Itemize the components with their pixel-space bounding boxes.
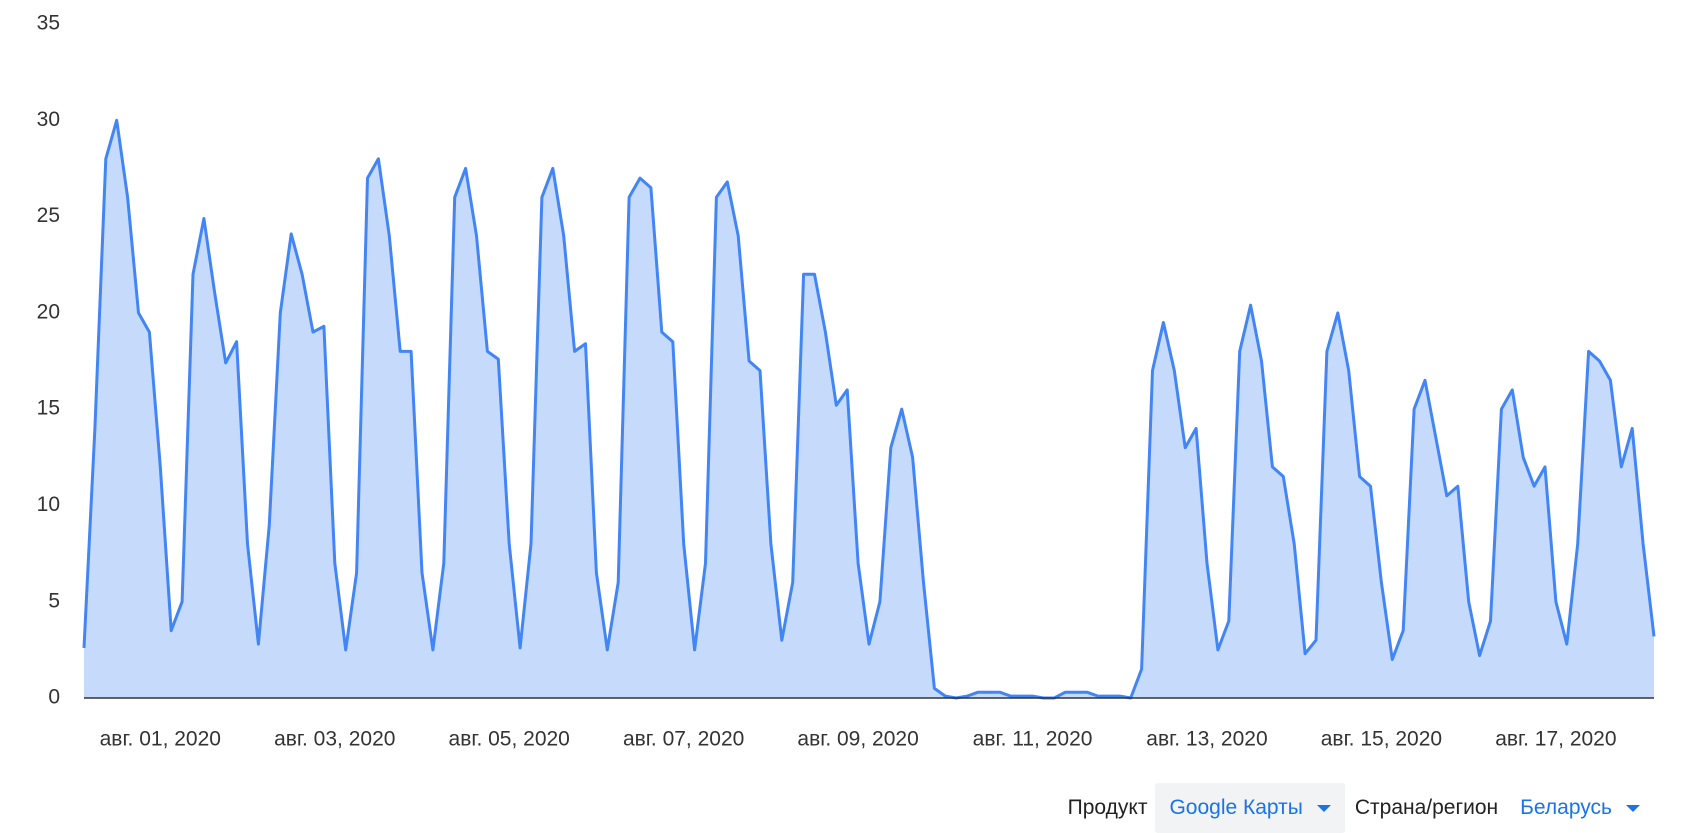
caret	[1316, 804, 1331, 812]
y-tick-label: 25	[37, 204, 60, 227]
region-dropdown[interactable]: Беларусь	[1506, 783, 1654, 833]
y-tick-label: 0	[48, 686, 60, 709]
y-tick-label: 20	[37, 300, 60, 323]
filter-label: Страна/регион	[1354, 796, 1499, 819]
y-tick-label: 30	[37, 108, 60, 131]
filter-label: Продукт	[1067, 796, 1148, 819]
product-dropdown[interactable]: Google Карты	[1155, 783, 1345, 833]
x-tick-label: авг. 07, 2020	[623, 728, 744, 751]
x-tick-label: авг. 09, 2020	[797, 728, 918, 751]
y-tick-label: 5	[48, 589, 60, 612]
x-tick-label: авг. 17, 2020	[1495, 728, 1616, 751]
x-tick-label: авг. 11, 2020	[973, 728, 1093, 751]
area-fill	[84, 120, 1654, 699]
line	[82, 118, 1656, 700]
x-tick-label: авг. 01, 2020	[100, 728, 221, 751]
filter-bar: Продукт Google Карты Страна/регион Белар…	[0, 783, 1654, 833]
x-tick-label: авг. 05, 2020	[449, 728, 570, 751]
caret	[1626, 804, 1640, 812]
y-tick-label: 10	[37, 493, 60, 516]
y-tick-label: 15	[37, 397, 60, 420]
x-tick-label: авг. 15, 2020	[1321, 728, 1442, 751]
x-tick-label: авг. 03, 2020	[274, 728, 395, 751]
x-tick-label: авг. 13, 2020	[1146, 728, 1267, 751]
dropdown-value: Google Карты	[1169, 796, 1303, 819]
dropdown-value: Беларусь	[1520, 796, 1612, 819]
y-tick-label: 35	[37, 12, 60, 35]
chart: 0 5 10 15 20 25 30 35 авг. 01, 2020 авг. 03, 2020…	[37, 12, 1656, 751]
